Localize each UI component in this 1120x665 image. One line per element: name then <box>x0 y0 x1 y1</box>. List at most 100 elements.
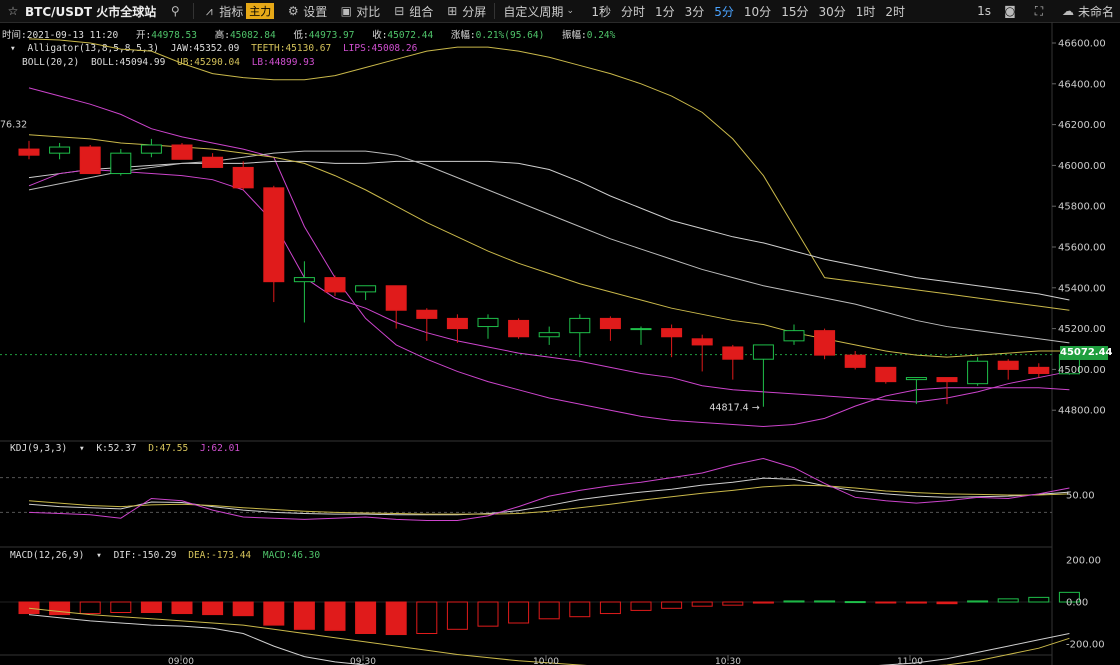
period-tab[interactable]: 5分 <box>714 4 734 19</box>
period-tab[interactable]: 2时 <box>885 4 906 19</box>
symbol-selector[interactable]: ☆ BTC/USDT 火市全球站 <box>0 0 162 22</box>
macd-histogram-bar <box>416 601 438 634</box>
kdj-j: J:62.01 <box>199 443 241 454</box>
indicators-label: 指标 <box>219 4 244 19</box>
period-tab[interactable]: 1秒 <box>591 4 611 19</box>
settings-button[interactable]: ⚙ 设置 <box>280 0 333 22</box>
macd-dropdown-icon[interactable]: ▾ <box>96 550 102 561</box>
custom-period-label: 自定义周期 <box>503 4 564 19</box>
macd-dif: DIF:-150.29 <box>113 550 177 561</box>
macd-label[interactable]: MACD(12,26,9) <box>10 550 85 561</box>
macd-histogram-bar <box>355 601 377 634</box>
macd-dea: DEA:-173.44 <box>188 550 252 561</box>
period-tab[interactable]: 3分 <box>684 4 705 19</box>
compare-button[interactable]: ▣ 对比 <box>333 0 386 22</box>
macd-histogram-bar <box>1028 596 1050 603</box>
low-label: 低: <box>293 30 309 41</box>
candle-body <box>79 146 101 175</box>
candle-body <box>814 330 836 356</box>
main-indicator-badge[interactable]: 主力 <box>246 3 275 19</box>
macd-histogram-bar <box>171 601 193 615</box>
kdj-j-line <box>28 457 1070 522</box>
period-tab[interactable]: 1时 <box>855 4 876 19</box>
macd-histogram-bar <box>79 601 101 615</box>
candle-body <box>599 317 621 330</box>
boll-label[interactable]: BOLL(20,2) <box>22 57 80 68</box>
macd-histogram-bar <box>569 601 591 618</box>
price-axis-label: 46200.00 <box>1058 120 1106 131</box>
macd-histogram-bar <box>630 601 652 611</box>
price-chart[interactable]: 44817.4 →76.32 46600.0046400.0046200.004… <box>0 22 1120 665</box>
price-axis-label: 45400.00 <box>1058 283 1106 294</box>
amplitude-value: 0.24% <box>586 30 616 41</box>
macd-histogram-bar <box>446 601 468 630</box>
time-axis-label: 09:00 <box>168 657 194 665</box>
low-value: 44973.97 <box>308 30 355 41</box>
price-axis-label: 45000.00 <box>1058 365 1106 376</box>
alligator-dropdown-icon[interactable]: ▾ <box>10 43 16 54</box>
screenshot-button[interactable]: ◙ <box>997 0 1026 22</box>
candle-body <box>905 377 927 381</box>
ohlc-info: 时间:2021-09-13 11:20 开:44978.53 高:45082.8… <box>2 27 627 41</box>
amplitude-label: 振幅: <box>562 30 587 41</box>
macd-histogram-bar <box>202 601 224 616</box>
price-axis-label: 44800.00 <box>1058 406 1106 417</box>
price-axis-label: 45200.00 <box>1058 324 1106 335</box>
candlesticks: 44817.4 → 76.32 <box>0 120 1080 414</box>
period-tab[interactable]: 1分 <box>654 4 675 19</box>
indicator-icon: ⩘ <box>205 3 213 18</box>
macd-axis-label: -200.00 <box>1066 640 1105 651</box>
boll-mid-line <box>28 160 1070 301</box>
candle-body <box>18 148 40 156</box>
kdj-info: KDJ(9,3,3) ▾ K:52.37 D:47.55 J:62.01 <box>10 443 246 454</box>
indicators-button[interactable]: ⩘ 指标 主力 <box>196 0 280 22</box>
kdj-axis-label: 50.00 <box>1066 491 1095 502</box>
candle-body <box>508 319 530 338</box>
alligator-info: ▾ Alligator(13,8,5,8,5,3) JAW:45352.09 T… <box>10 43 423 54</box>
custom-period-button[interactable]: 自定义周期 ⌄ <box>497 0 586 22</box>
chart-axes: 46600.00 46400.00 46200.00 46000.00 45800.00… <box>168 39 1106 665</box>
interval-button[interactable]: 1s <box>971 0 997 22</box>
candle-body <box>232 166 254 189</box>
candle-body <box>967 360 989 385</box>
kdj-label[interactable]: KDJ(9,3,3) <box>10 443 68 454</box>
candle-body <box>110 152 132 175</box>
time-axis-label: 09:30 <box>350 657 376 665</box>
time-label: 时间: <box>2 30 27 41</box>
kdj-d-line <box>28 484 1070 515</box>
cloud-icon: ☁ <box>1061 4 1074 18</box>
candle-body <box>202 156 224 168</box>
macd-histogram-bar <box>263 601 285 626</box>
left-price-label: 76.32 <box>0 120 27 131</box>
cloud-button[interactable]: ☁ 未命名 <box>1055 0 1120 22</box>
kdj-dropdown-icon[interactable]: ▾ <box>78 443 85 454</box>
fullscreen-button[interactable]: ⛶ <box>1026 0 1055 22</box>
macd-histogram-bar <box>324 601 346 631</box>
boll-upper-line <box>28 38 1070 311</box>
camera-icon: ◙ <box>1004 4 1016 18</box>
period-tab[interactable]: 10分 <box>743 4 772 19</box>
split-icon: ⊞ <box>447 4 458 18</box>
period-tab[interactable]: 分时 <box>620 4 645 19</box>
compare-label: 对比 <box>356 4 381 19</box>
alligator-label[interactable]: Alligator(13,8,5,8,5,3) <box>27 43 160 54</box>
split-button[interactable]: ⊞ 分屏 <box>439 0 492 22</box>
macd-dea-line <box>28 607 1070 665</box>
combine-button[interactable]: ⊟ 组合 <box>386 0 439 22</box>
macd-histogram-bar <box>110 601 132 613</box>
period-tab[interactable]: 30分 <box>818 4 846 19</box>
boll-info: BOLL(20,2) BOLL:45094.99 UB:45290.04 LB:… <box>22 57 321 68</box>
time-axis-label: 10:00 <box>533 657 559 665</box>
macd-histogram-bar <box>691 601 713 607</box>
macd-histogram-bar <box>875 601 897 604</box>
price-axis-label: 45600.00 <box>1058 243 1106 254</box>
star-icon[interactable]: ☆ <box>7 4 19 18</box>
chart-grid <box>0 22 1053 665</box>
macd-histogram-bar <box>508 601 530 624</box>
alligator-lips: LIPS:45008.26 <box>342 43 418 54</box>
period-tab[interactable]: 15分 <box>781 4 809 19</box>
macd-histogram-bar <box>997 598 1019 603</box>
candle-body <box>140 144 162 154</box>
alligator-teeth: TEETH:45130.67 <box>251 43 332 54</box>
search-button[interactable]: ⚲ <box>162 0 191 22</box>
